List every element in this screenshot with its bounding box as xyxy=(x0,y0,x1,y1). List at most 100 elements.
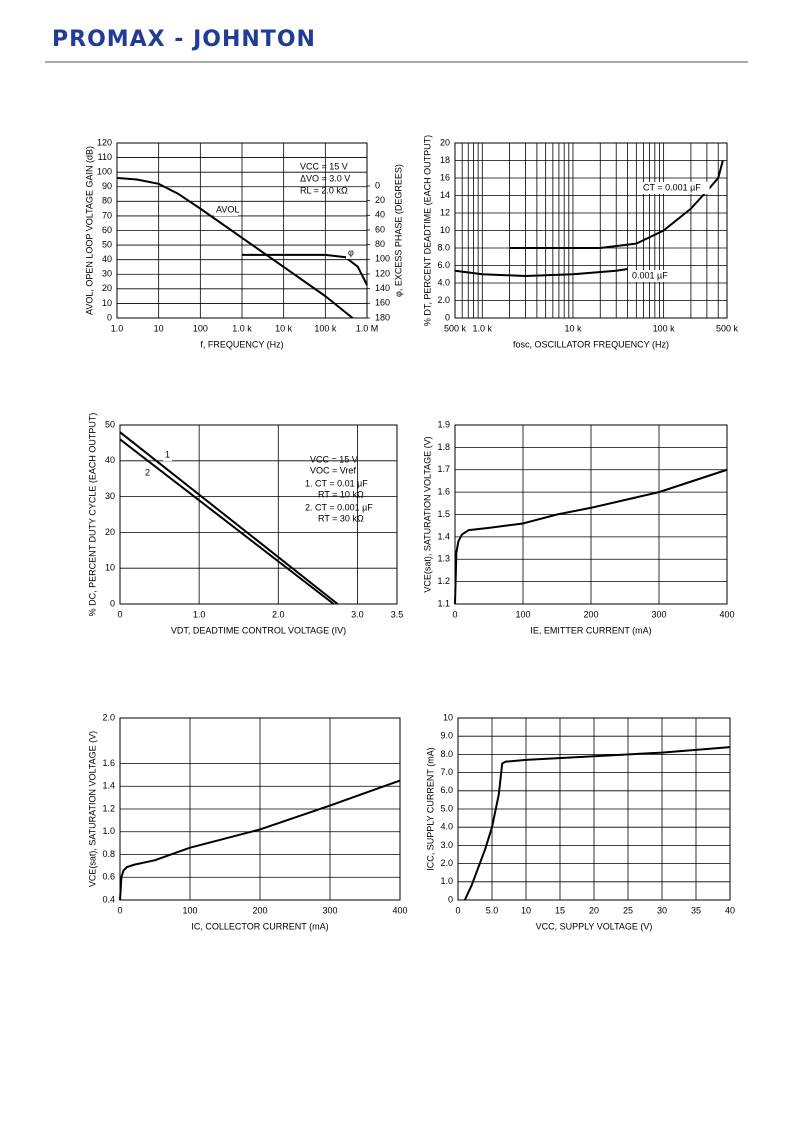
x-tick-label: 10 xyxy=(521,905,531,915)
x-tick-label: 0 xyxy=(452,609,457,619)
y-tick-label: 40 xyxy=(105,455,115,465)
y-tick-label: 20 xyxy=(440,137,450,147)
y-tick-label: 1.0 xyxy=(440,876,453,886)
y-tick-label: 7.0 xyxy=(440,767,453,777)
y-tick-label: 10 xyxy=(443,712,453,722)
y-tick-label: 14 xyxy=(440,190,450,200)
y-tick-label: 6.0 xyxy=(437,260,450,270)
y-tick-label: 8.0 xyxy=(440,749,453,759)
x-tick-label: 3.0 xyxy=(351,609,364,619)
y-tick-label: 70 xyxy=(102,210,112,220)
y2-tick-label: 60 xyxy=(375,224,385,234)
x-tick-label: 300 xyxy=(651,609,666,619)
y-tick-label: 1.0 xyxy=(102,826,115,836)
y-axis-label: AVOL, OPEN LOOP VOLTAGE GAIN (dB) xyxy=(84,146,94,315)
curve xyxy=(509,160,724,249)
y-tick-label: 4.0 xyxy=(437,277,450,287)
x-tick-label: 15 xyxy=(555,905,565,915)
logo: PROMAX - JOHNTON xyxy=(52,27,316,52)
x-tick-label: 100 xyxy=(193,323,208,333)
x-tick-label: 200 xyxy=(252,905,267,915)
annotation: RT = 10 kΩ xyxy=(318,489,364,499)
y2-tick-label: 180 xyxy=(375,312,390,322)
x-tick-label: 40 xyxy=(725,905,735,915)
x-tick-label: 500 k xyxy=(444,323,467,333)
curve xyxy=(454,268,628,277)
y-tick-label: 1.5 xyxy=(437,509,450,519)
curve xyxy=(119,438,335,605)
y-tick-label: 50 xyxy=(105,419,115,429)
x-tick-label: 30 xyxy=(657,905,667,915)
x-tick-label: 5.0 xyxy=(486,905,499,915)
x-tick-label: 100 xyxy=(515,609,530,619)
curve-label-bg xyxy=(214,204,238,216)
x-tick-label: 0 xyxy=(117,609,122,619)
y2-tick-label: 40 xyxy=(375,210,385,220)
x-tick-label: 500 k xyxy=(716,323,739,333)
annotation: RL = 2.0 kΩ xyxy=(300,185,348,195)
x-tick-label: 0 xyxy=(117,905,122,915)
y-tick-label: 3.0 xyxy=(440,840,453,850)
y-tick-label: 1.6 xyxy=(102,758,115,768)
y-tick-label: 1.8 xyxy=(437,442,450,452)
y2-axis-label: φ, EXCESS PHASE (DEGREES) xyxy=(393,164,403,297)
y-tick-label: 6.0 xyxy=(440,785,453,795)
x-tick-label: 1.0 k xyxy=(473,323,493,333)
x-tick-label: 400 xyxy=(719,609,734,619)
y-axis-label: % DT, PERCENT DEADTIME (EACH OUTPUT) xyxy=(422,135,432,326)
x-axis-label: IC, COLLECTOR CURRENT (mA) xyxy=(191,921,328,931)
y-tick-label: 0.8 xyxy=(102,849,115,859)
y-tick-label: 4.0 xyxy=(440,822,453,832)
y-tick-label: 16 xyxy=(440,172,450,182)
curve-label: 1 xyxy=(165,449,170,459)
annotation: ΔVO = 3.0 V xyxy=(300,173,350,183)
y2-tick-label: 120 xyxy=(375,268,390,278)
y-tick-label: 110 xyxy=(98,152,112,162)
curve xyxy=(454,468,728,605)
y-tick-label: 1.7 xyxy=(437,464,450,474)
y-tick-label: 0.6 xyxy=(102,872,115,882)
annotation: 1. CT = 0.01 µF xyxy=(305,478,368,488)
y-tick-label: 0.4 xyxy=(102,894,115,904)
curve-label: CT = 0.001 µF xyxy=(643,182,701,192)
y2-tick-label: 0 xyxy=(375,180,380,190)
curve-label: 0.001 µF xyxy=(632,270,668,280)
annotation: RT = 30 kΩ xyxy=(318,513,364,523)
y-tick-label: 60 xyxy=(102,225,112,235)
x-tick-label: 100 xyxy=(182,905,197,915)
y-tick-label: 40 xyxy=(102,254,112,264)
x-tick-label: 10 k xyxy=(275,323,293,333)
y-tick-label: 10 xyxy=(105,563,115,573)
curve-label: AVOL xyxy=(216,204,239,214)
x-tick-label: 400 xyxy=(392,905,407,915)
annotation: VCC = 15 V xyxy=(310,454,358,464)
y2-tick-label: 20 xyxy=(375,195,385,205)
y-tick-label: 0 xyxy=(110,598,115,608)
y-tick-label: 2.0 xyxy=(440,858,453,868)
x-tick-label: 2.0 xyxy=(272,609,285,619)
y-tick-label: 1.1 xyxy=(437,598,450,608)
y-tick-label: 50 xyxy=(102,239,112,249)
y-tick-label: 100 xyxy=(97,167,112,177)
curve-label: φ xyxy=(348,247,354,257)
y-tick-label: 0 xyxy=(448,894,453,904)
x-axis-label: f, FREQUENCY (Hz) xyxy=(200,339,283,349)
x-tick-label: 1.0 k xyxy=(232,323,252,333)
y-tick-label: 1.9 xyxy=(437,419,450,429)
x-tick-label: 0 xyxy=(455,905,460,915)
y-axis-label: VCE(sat), SATURATION VOLTAGE (V) xyxy=(87,731,97,887)
y-tick-label: 30 xyxy=(102,269,112,279)
x-tick-label: 25 xyxy=(623,905,633,915)
y-tick-label: 0 xyxy=(445,312,450,322)
y-tick-label: 1.4 xyxy=(102,781,115,791)
y-tick-label: 80 xyxy=(102,196,112,206)
curve-label-bg xyxy=(143,467,152,479)
y-tick-label: 18 xyxy=(440,155,450,165)
y2-tick-label: 140 xyxy=(375,283,390,293)
y-tick-label: 1.3 xyxy=(437,554,450,564)
curve xyxy=(463,746,731,901)
y-tick-label: 120 xyxy=(97,137,112,147)
x-tick-label: 20 xyxy=(589,905,599,915)
y-tick-label: 9.0 xyxy=(440,731,453,741)
annotation: VOC = Vref xyxy=(310,465,356,475)
